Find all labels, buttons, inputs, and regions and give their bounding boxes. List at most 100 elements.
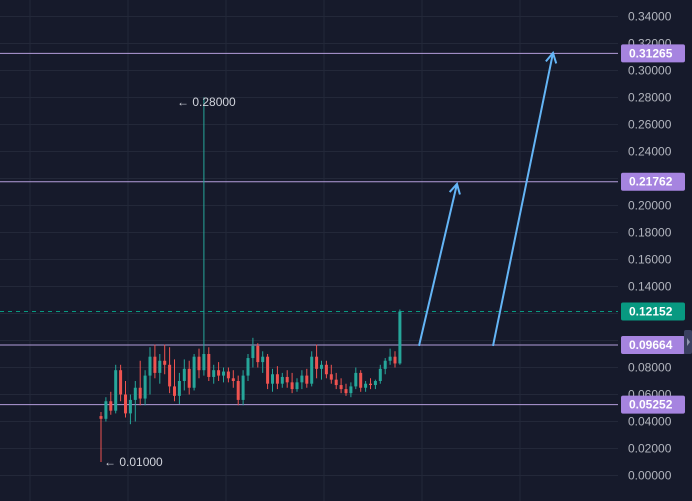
level-label-bg	[621, 336, 685, 355]
candle-body	[192, 356, 196, 388]
price-annotations: ← 0.28000 ← 0.01000	[104, 95, 236, 469]
price-axis[interactable]: 0.340000.320000.300000.280000.260000.240…	[628, 10, 672, 483]
candle-body	[207, 354, 211, 377]
candle-body	[128, 399, 132, 414]
grid-lines	[0, 0, 618, 501]
candle-body	[305, 375, 309, 384]
candle-body	[364, 383, 368, 388]
candle-body	[290, 382, 294, 390]
candle-body	[266, 356, 270, 384]
candle-body	[354, 372, 358, 387]
level-label: 0.21762	[629, 175, 673, 189]
candle-body	[369, 383, 372, 386]
candle-body	[261, 356, 265, 363]
candle-body	[212, 370, 216, 377]
scroll-handle[interactable]	[684, 330, 692, 354]
projection-arrows	[418, 50, 558, 347]
candle-body	[138, 387, 142, 399]
level-label: 0.09664	[629, 338, 673, 352]
candle-body	[163, 360, 167, 365]
candle-body	[285, 376, 289, 383]
y-tick-label: 0.02000	[628, 442, 672, 456]
candle-body	[217, 370, 221, 376]
y-tick-label: 0.14000	[628, 280, 672, 294]
candle-body	[236, 381, 240, 400]
projection-arrow-head	[545, 50, 558, 64]
high-annotation: ← 0.28000	[177, 95, 236, 109]
candle-body	[344, 389, 348, 394]
candle-body	[251, 345, 255, 359]
candle-body	[222, 371, 225, 376]
candle-body	[359, 372, 363, 388]
candle-body	[280, 376, 284, 384]
candle-body	[109, 401, 113, 411]
candle-body	[339, 385, 343, 390]
price-axis-level-labels: 0.31265 0.21762 0.09664 0.05252 0.12152	[621, 44, 685, 414]
y-tick-label: 0.26000	[628, 118, 672, 132]
y-tick-label: 0.16000	[628, 253, 672, 267]
candle-body	[177, 381, 181, 396]
candle-body	[315, 356, 319, 369]
candle-body	[256, 345, 260, 363]
candlesticks	[99, 97, 402, 462]
y-tick-label: 0.04000	[628, 415, 672, 429]
level-label-bg	[621, 172, 685, 191]
y-tick-label: 0.00000	[628, 469, 672, 483]
candle-body	[378, 368, 382, 381]
candle-body	[241, 375, 245, 400]
y-tick-label: 0.30000	[628, 64, 672, 78]
candle-body	[393, 356, 397, 364]
level-label-bg	[621, 44, 685, 63]
candle-body	[231, 378, 235, 381]
candle-body	[324, 364, 328, 375]
candle-body	[197, 356, 201, 371]
candle-body	[271, 374, 274, 384]
candle-body	[398, 311, 402, 364]
current-price-label: 0.12152	[629, 304, 673, 318]
y-tick-label: 0.34000	[628, 10, 672, 24]
projection-arrow-shaft	[492, 52, 554, 347]
candle-body	[226, 371, 230, 379]
low-annotation: ← 0.01000	[104, 455, 163, 469]
level-label: 0.05252	[629, 398, 673, 412]
candle-body	[373, 381, 377, 386]
candle-body	[104, 401, 108, 419]
projection-arrow-head	[448, 181, 461, 195]
candle-body	[124, 394, 127, 414]
candle-body	[275, 374, 279, 384]
candle-body	[310, 356, 314, 384]
candle-body	[202, 354, 206, 371]
level-label-bg	[621, 395, 685, 414]
candle-body	[246, 358, 250, 376]
candle-body	[300, 375, 304, 383]
candle-body	[334, 379, 338, 386]
candle-body	[182, 368, 186, 381]
y-tick-label: 0.18000	[628, 226, 672, 240]
candle-body	[187, 368, 191, 388]
candle-body	[383, 360, 387, 369]
y-tick-label: 0.20000	[628, 199, 672, 213]
candle-body	[388, 356, 392, 361]
candle-body	[143, 375, 147, 399]
candle-body	[329, 374, 333, 380]
y-tick-label: 0.08000	[628, 361, 672, 375]
candle-body	[119, 370, 123, 395]
candle-body	[168, 364, 172, 387]
candle-body	[153, 356, 157, 373]
candle-body	[99, 416, 103, 419]
candle-body	[295, 382, 299, 390]
candle-body	[349, 386, 353, 394]
candle-body	[173, 386, 176, 396]
y-tick-label: 0.28000	[628, 91, 672, 105]
y-tick-label: 0.24000	[628, 145, 672, 159]
candle-body	[158, 360, 162, 373]
level-label: 0.31265	[629, 46, 673, 60]
candle-body	[320, 364, 323, 369]
candle-body	[133, 387, 137, 400]
current-price-label-bg	[621, 302, 685, 321]
candle-body	[148, 356, 152, 376]
projection-arrow-shaft	[418, 183, 458, 347]
support-resistance-levels	[0, 52, 618, 406]
candle-body	[114, 370, 118, 411]
